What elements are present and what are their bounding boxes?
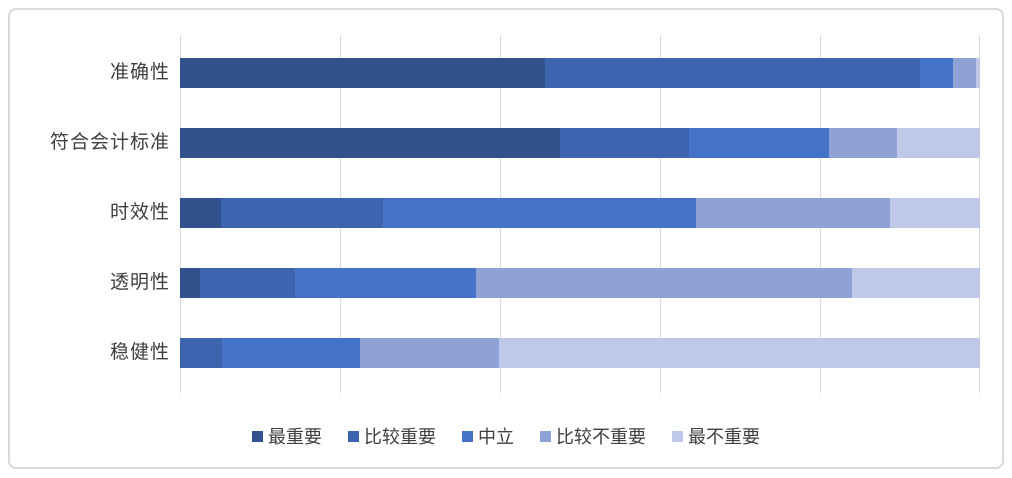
legend-item: 比较重要 [348, 423, 436, 449]
bar-segment [180, 338, 223, 368]
legend-label: 比较重要 [364, 427, 436, 447]
legend: 最重要 比较重要 中立 比较不重要 最不重要 [10, 421, 1002, 451]
legend-label: 中立 [478, 427, 514, 447]
legend-item: 最不重要 [672, 423, 760, 449]
legend-item: 中立 [462, 423, 514, 449]
chart-frame: 准确性符合会计标准时效性透明性稳健性 最重要 比较重要 中立 比较不重要 最不重要 [8, 8, 1004, 469]
category-label: 时效性 [109, 202, 170, 223]
legend-marker-icon [672, 430, 683, 442]
legend-marker-icon [462, 430, 473, 442]
bar-row [180, 338, 980, 368]
bar-segment [180, 198, 221, 228]
legend-label: 最重要 [268, 427, 322, 447]
legend-item: 比较不重要 [540, 423, 646, 449]
bar-segment [295, 268, 476, 298]
bar-row [180, 128, 980, 158]
bar-segment [544, 58, 920, 88]
bar-row [180, 198, 980, 228]
bar-segment [975, 58, 980, 88]
bar-segment [499, 338, 980, 368]
legend-item: 最重要 [252, 423, 322, 449]
bar-segment [180, 128, 560, 158]
legend-label: 最不重要 [688, 427, 760, 447]
category-label: 稳健性 [109, 342, 170, 363]
category-label: 符合会计标准 [49, 132, 170, 153]
bar-segment [952, 58, 976, 88]
legend-marker-icon [348, 430, 359, 442]
bar-row [180, 268, 980, 298]
bar-segment [851, 268, 980, 298]
legend-label: 比较不重要 [556, 427, 646, 447]
bar-segment [475, 268, 852, 298]
bar-segment [180, 58, 545, 88]
bar-segment [220, 198, 384, 228]
bar-segment [180, 268, 200, 298]
bar-segment [359, 338, 500, 368]
bar-segment [222, 338, 360, 368]
bar-segment [890, 198, 980, 228]
category-label: 透明性 [109, 272, 170, 293]
category-label: 准确性 [109, 62, 170, 83]
bar-segment [896, 128, 980, 158]
bar-segment [383, 198, 696, 228]
bar-segment [688, 128, 829, 158]
legend-marker-icon [540, 430, 551, 442]
category-axis-labels: 准确性符合会计标准时效性透明性稳健性 [10, 35, 170, 393]
legend-marker-icon [252, 430, 263, 442]
bar-segment [200, 268, 296, 298]
bar-row [180, 58, 980, 88]
bar-segment [919, 58, 953, 88]
bar-segment [828, 128, 897, 158]
plot-area [180, 35, 980, 393]
bar-segment [695, 198, 891, 228]
bar-segment [560, 128, 689, 158]
